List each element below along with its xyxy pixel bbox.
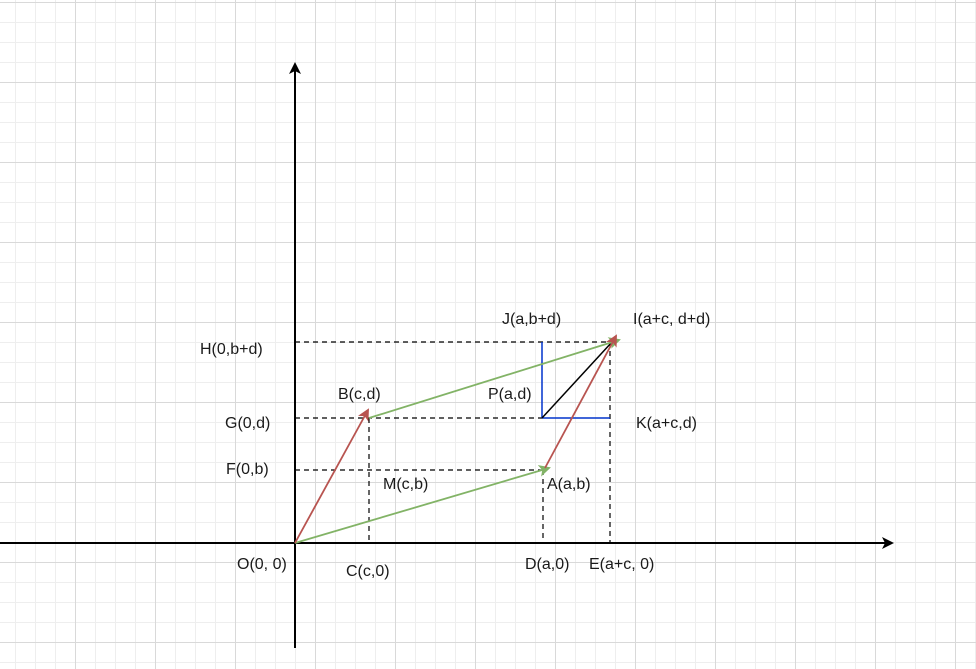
vector-A-I	[544, 334, 617, 469]
label-P: P(a,d)	[488, 386, 532, 403]
label-G: G(0,d)	[225, 415, 270, 432]
label-F: F(0,b)	[226, 461, 269, 478]
label-O: O(0, 0)	[237, 556, 287, 573]
label-B: B(c,d)	[338, 386, 381, 403]
label-C: C(c,0)	[346, 563, 390, 580]
label-A: A(a,b)	[547, 476, 591, 493]
label-I: I(a+c, d+d)	[633, 311, 710, 328]
label-D: D(a,0)	[525, 556, 569, 573]
label-K: K(a+c,d)	[636, 415, 697, 432]
label-J: J(a,b+d)	[502, 311, 561, 328]
diagonal-P-I	[541, 341, 613, 419]
vector-O-B	[294, 408, 369, 544]
vector-O-A	[294, 465, 551, 544]
label-M: M(c,b)	[383, 476, 428, 493]
label-H: H(0,b+d)	[200, 341, 263, 358]
label-E: E(a+c, 0)	[589, 556, 654, 573]
vector-B-I	[368, 337, 621, 419]
